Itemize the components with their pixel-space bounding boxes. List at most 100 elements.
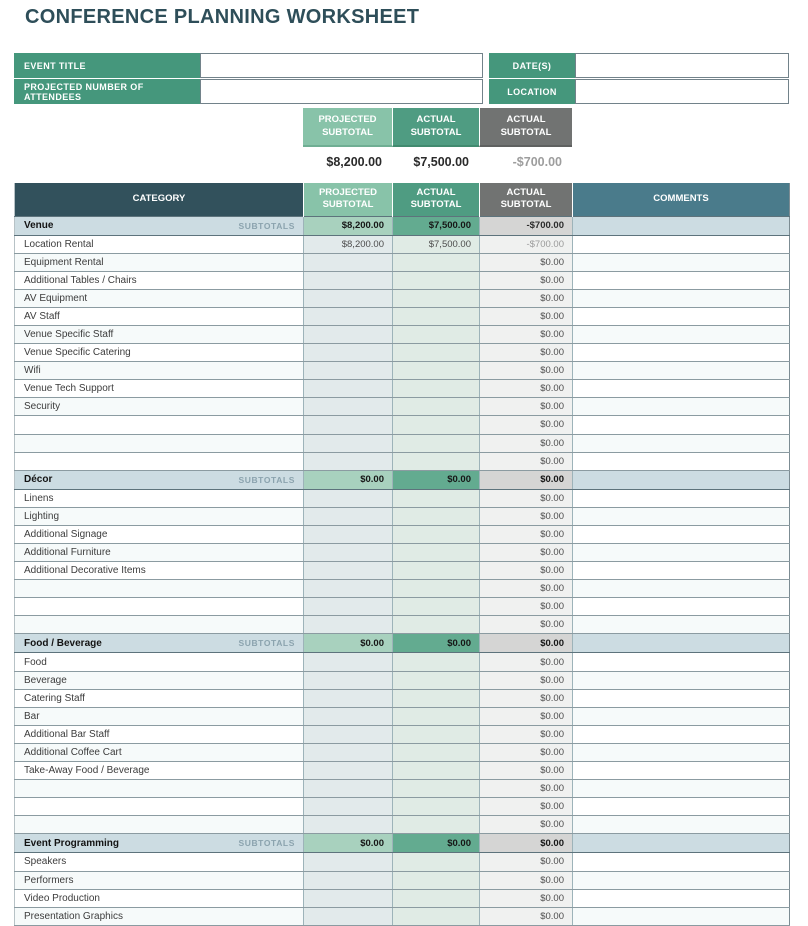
item-label-cell[interactable]: Bar bbox=[14, 707, 304, 726]
difference-cell[interactable]: $0.00 bbox=[479, 253, 573, 272]
item-label-cell[interactable]: Linens bbox=[14, 489, 304, 508]
item-label-cell[interactable]: Additional Tables / Chairs bbox=[14, 271, 304, 290]
comment-cell[interactable] bbox=[572, 489, 790, 508]
actual-cell[interactable] bbox=[392, 871, 480, 890]
projected-cell[interactable] bbox=[303, 779, 393, 799]
item-label-cell[interactable]: AV Equipment bbox=[14, 289, 304, 308]
difference-cell[interactable]: $0.00 bbox=[479, 525, 573, 545]
actual-cell[interactable] bbox=[392, 852, 480, 872]
actual-cell[interactable] bbox=[392, 415, 480, 435]
item-label-cell[interactable]: Wifi bbox=[14, 361, 304, 381]
item-label-cell[interactable]: Performers bbox=[14, 871, 304, 890]
actual-cell[interactable] bbox=[392, 743, 480, 763]
comment-cell[interactable] bbox=[572, 415, 790, 435]
summary-actual-value[interactable]: $7,500.00 bbox=[413, 155, 469, 169]
projected-cell[interactable] bbox=[303, 507, 393, 526]
difference-cell[interactable]: $0.00 bbox=[479, 597, 573, 617]
comment-cell[interactable] bbox=[572, 889, 790, 908]
projected-cell[interactable] bbox=[303, 379, 393, 399]
location-input[interactable] bbox=[575, 79, 789, 104]
difference-cell[interactable]: $0.00 bbox=[479, 289, 573, 308]
difference-cell[interactable]: $0.00 bbox=[479, 797, 573, 817]
summary-difference-value[interactable]: -$700.00 bbox=[512, 155, 562, 169]
actual-cell[interactable] bbox=[392, 543, 480, 563]
difference-cell[interactable]: $0.00 bbox=[479, 379, 573, 399]
item-label-cell[interactable]: Security bbox=[14, 397, 304, 417]
actual-cell[interactable] bbox=[392, 797, 480, 817]
item-label-cell[interactable]: Additional Coffee Cart bbox=[14, 743, 304, 763]
comment-cell[interactable] bbox=[572, 307, 790, 326]
item-label-cell[interactable]: Venue Specific Catering bbox=[14, 343, 304, 363]
comment-cell[interactable] bbox=[572, 725, 790, 744]
comment-cell[interactable] bbox=[572, 235, 790, 254]
item-label-cell[interactable] bbox=[14, 434, 304, 453]
difference-cell[interactable]: $0.00 bbox=[479, 907, 573, 926]
actual-cell[interactable] bbox=[392, 507, 480, 526]
projected-cell[interactable] bbox=[303, 743, 393, 763]
comment-cell[interactable] bbox=[572, 525, 790, 545]
comment-cell[interactable] bbox=[572, 671, 790, 690]
difference-cell[interactable]: $0.00 bbox=[479, 871, 573, 890]
actual-cell[interactable] bbox=[392, 561, 480, 581]
comment-cell[interactable] bbox=[572, 815, 790, 835]
actual-cell[interactable] bbox=[392, 671, 480, 690]
projected-cell[interactable] bbox=[303, 489, 393, 508]
projected-cell[interactable] bbox=[303, 343, 393, 363]
attendees-input[interactable] bbox=[200, 79, 483, 104]
difference-cell[interactable]: $0.00 bbox=[479, 579, 573, 599]
actual-cell[interactable] bbox=[392, 452, 480, 471]
event-title-input[interactable] bbox=[200, 53, 483, 78]
summary-projected-value[interactable]: $8,200.00 bbox=[326, 155, 382, 169]
projected-cell[interactable] bbox=[303, 325, 393, 345]
item-label-cell[interactable]: Venue Specific Staff bbox=[14, 325, 304, 345]
actual-cell[interactable] bbox=[392, 579, 480, 599]
item-label-cell[interactable]: Additional Bar Staff bbox=[14, 725, 304, 744]
projected-cell[interactable] bbox=[303, 525, 393, 545]
projected-cell[interactable] bbox=[303, 452, 393, 471]
comment-cell[interactable] bbox=[572, 907, 790, 926]
comment-cell[interactable] bbox=[572, 561, 790, 581]
item-label-cell[interactable] bbox=[14, 797, 304, 817]
difference-cell[interactable]: $0.00 bbox=[479, 271, 573, 290]
item-label-cell[interactable] bbox=[14, 579, 304, 599]
comment-cell[interactable] bbox=[572, 397, 790, 417]
difference-cell[interactable]: $0.00 bbox=[479, 434, 573, 453]
item-label-cell[interactable]: Additional Furniture bbox=[14, 543, 304, 563]
difference-cell[interactable]: $0.00 bbox=[479, 507, 573, 526]
comment-cell[interactable] bbox=[572, 253, 790, 272]
difference-cell[interactable]: -$700.00 bbox=[479, 235, 573, 254]
item-label-cell[interactable]: Speakers bbox=[14, 852, 304, 872]
actual-cell[interactable] bbox=[392, 379, 480, 399]
difference-cell[interactable]: $0.00 bbox=[479, 415, 573, 435]
projected-cell[interactable] bbox=[303, 271, 393, 290]
item-label-cell[interactable]: Location Rental bbox=[14, 235, 304, 254]
difference-cell[interactable]: $0.00 bbox=[479, 707, 573, 726]
comment-cell[interactable] bbox=[572, 507, 790, 526]
projected-cell[interactable] bbox=[303, 253, 393, 272]
difference-cell[interactable]: $0.00 bbox=[479, 671, 573, 690]
projected-cell[interactable] bbox=[303, 689, 393, 708]
comment-cell[interactable] bbox=[572, 543, 790, 563]
projected-cell[interactable] bbox=[303, 289, 393, 308]
actual-cell[interactable] bbox=[392, 489, 480, 508]
projected-cell[interactable] bbox=[303, 397, 393, 417]
item-label-cell[interactable]: Additional Signage bbox=[14, 525, 304, 545]
projected-cell[interactable] bbox=[303, 761, 393, 781]
item-label-cell[interactable]: Lighting bbox=[14, 507, 304, 526]
actual-cell[interactable] bbox=[392, 907, 480, 926]
item-label-cell[interactable]: Equipment Rental bbox=[14, 253, 304, 272]
difference-cell[interactable]: $0.00 bbox=[479, 725, 573, 744]
projected-cell[interactable] bbox=[303, 597, 393, 617]
comment-cell[interactable] bbox=[572, 379, 790, 399]
projected-cell[interactable] bbox=[303, 871, 393, 890]
projected-cell[interactable]: $8,200.00 bbox=[303, 235, 393, 254]
comment-cell[interactable] bbox=[572, 289, 790, 308]
item-label-cell[interactable]: AV Staff bbox=[14, 307, 304, 326]
projected-cell[interactable] bbox=[303, 434, 393, 453]
comment-cell[interactable] bbox=[572, 797, 790, 817]
actual-cell[interactable] bbox=[392, 325, 480, 345]
comment-cell[interactable] bbox=[572, 761, 790, 781]
comment-cell[interactable] bbox=[572, 597, 790, 617]
projected-cell[interactable] bbox=[303, 725, 393, 744]
comment-cell[interactable] bbox=[572, 779, 790, 799]
